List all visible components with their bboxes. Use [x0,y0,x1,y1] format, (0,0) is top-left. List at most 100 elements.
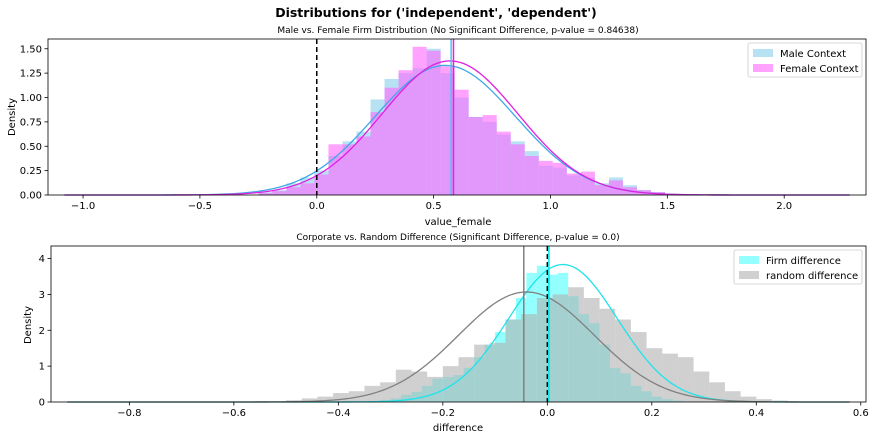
histogram-bar-random-difference [709,382,725,402]
x-tick-label: 2.0 [776,201,792,212]
histogram-bar-female-context [272,191,287,195]
histogram-bar-female-context [328,144,343,195]
bottom-chart-x-ticks: −0.8 −0.6 −0.4 −0.2 0.0 0.2 0.4 0.6 [117,402,869,419]
histogram-bar-female-context [370,112,385,196]
legend-label: Firm difference [766,256,841,267]
top-chart-bars [258,46,665,196]
histogram-bar-female-context [356,136,371,195]
y-tick-label: 1.00 [20,93,42,104]
legend-label: random difference [766,271,858,282]
x-tick-label: −0.8 [117,408,141,419]
histogram-bar-random-difference [630,332,647,402]
top-chart-x-label: value_female [425,217,492,228]
y-tick-label: 1.50 [20,44,42,55]
histogram-bar-female-context [454,89,469,195]
histogram-bar-random-difference [583,298,600,402]
top-chart-title: Male vs. Female Firm Distribution (No Si… [277,26,638,36]
histogram-bar-random-difference [474,344,490,402]
top-chart-x-ticks: −1.0 −0.5 0.0 0.5 1.0 1.5 2.0 [71,195,792,212]
histogram-bar-female-context [384,87,399,195]
x-tick-label: −1.0 [71,201,95,212]
x-tick-label: −0.4 [326,408,350,419]
top-chart: Male vs. Female Firm Distribution (No Si… [7,26,867,228]
histogram-bar-random-difference [646,348,663,402]
bottom-chart-frame [50,245,867,403]
histogram-bar-female-context [286,187,301,195]
histogram-bar-random-difference [724,391,741,402]
legend-box [747,42,863,78]
histogram-bar-random-difference [662,353,678,402]
top-chart-vertical-lines [316,39,455,195]
histogram-bar-firm-difference [641,391,652,402]
histogram-bar-random-difference [740,396,757,402]
x-tick-label: 0.0 [309,201,325,212]
histogram-bar-random-difference [458,357,475,402]
legend-box [733,249,863,285]
legend-swatch [739,271,759,279]
x-tick-label: 0.2 [644,408,660,419]
histogram-bar-random-difference [552,294,569,402]
bottom-chart: Corporate vs. Random Difference (Signifi… [23,233,869,434]
x-tick-label: 0.4 [748,408,764,419]
histogram-bar-random-difference [301,398,318,402]
top-chart-y-ticks: 0.00 0.25 0.50 0.75 1.00 1.25 1.50 [20,44,48,202]
histogram-bar-random-difference [333,393,349,402]
histogram-bar-female-context [566,173,581,195]
x-tick-label: 1.5 [659,201,675,212]
y-tick-label: 0.75 [20,117,42,128]
x-tick-label: 1.0 [543,201,559,212]
bottom-chart-y-label: Density [23,306,34,344]
histogram-bar-random-difference [505,319,522,402]
histogram-bar-firm-difference [484,344,496,402]
y-tick-label: 0.50 [20,142,42,153]
histogram-bar-random-difference [536,298,553,402]
bottom-chart-legend: Firm difference random difference [733,249,863,285]
bottom-chart-bars [286,265,788,402]
histogram-bar-random-difference [411,371,428,402]
histogram-bar-random-difference [599,308,616,402]
histogram-bar-female-context [440,66,455,195]
histogram-bar-random-difference [442,366,459,402]
histogram-bar-female-context [398,70,413,195]
y-tick-label: 1 [39,362,45,373]
histogram-bar-random-difference [489,342,506,402]
histogram-bar-female-context [300,183,315,195]
legend-swatch [753,64,773,72]
histogram-bar-female-context [468,117,483,195]
bottom-chart-title: Corporate vs. Random Difference (Signifi… [296,233,619,243]
histogram-bar-female-context [342,144,357,195]
histogram-bar-female-context [594,185,609,195]
histogram-bar-random-difference [756,399,772,402]
legend-swatch [753,49,773,57]
histogram-bar-female-context [552,162,567,195]
histogram-bar-random-difference [693,371,710,402]
histogram-bar-female-context [412,46,427,195]
histogram-bar-random-difference [427,376,443,402]
y-tick-label: 0.00 [20,191,42,202]
x-tick-label: −0.6 [222,408,246,419]
y-tick-label: 1.25 [20,69,42,80]
top-chart-frame [47,38,867,196]
histogram-bar-random-difference [317,396,334,402]
histogram-bar-random-difference [395,369,412,402]
bottom-chart-y-ticks: 0 1 2 3 4 [39,254,51,409]
histogram-bar-random-difference [615,319,631,402]
histogram-bar-random-difference [677,357,694,402]
legend-label: Female Context [780,64,859,75]
histogram-bar-random-difference [521,314,537,402]
histogram-bar-female-context [538,160,553,196]
legend-label: Male Context [780,49,846,60]
bottom-chart-x-label: difference [433,423,483,434]
y-tick-label: 2 [39,326,45,337]
top-chart-legend: Male Context Female Context [747,42,863,78]
y-tick-label: 0 [39,398,45,409]
bottom-chart-vertical-lines [523,246,550,402]
x-tick-label: 0.0 [539,408,555,419]
y-tick-label: 3 [39,290,45,301]
histogram-bar-female-context [510,144,525,195]
histogram-bar-female-context [426,50,441,196]
histogram-bar-female-context [496,131,511,196]
legend-swatch [739,256,759,264]
x-tick-label: −0.2 [431,408,455,419]
